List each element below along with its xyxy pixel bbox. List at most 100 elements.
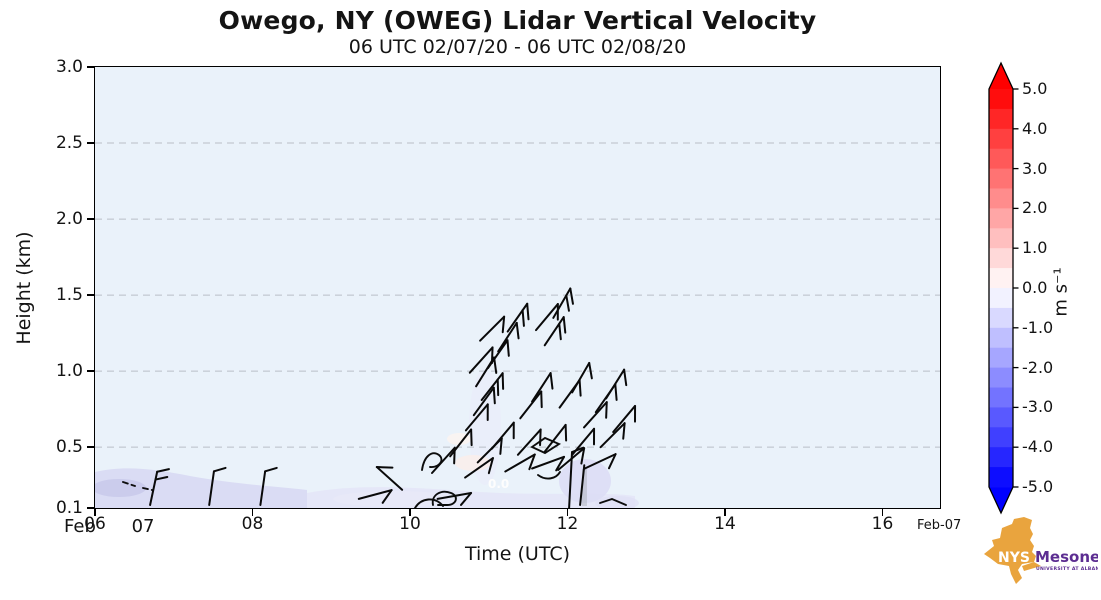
x-tick-mark: [251, 508, 254, 516]
zero-contour-line: [599, 497, 627, 506]
wind-barb: [543, 423, 568, 453]
ny-state-shape: [984, 517, 1036, 584]
colorbar-band: [989, 347, 1013, 369]
y-tick-mark: [87, 66, 95, 68]
zero-contour-line: [142, 487, 153, 491]
wind-barb: [543, 316, 567, 347]
wind-barb: [479, 315, 506, 342]
figure-subtitle: 06 UTC 02/07/20 - 06 UTC 02/08/20: [348, 36, 687, 58]
x-tick-mark: [566, 508, 569, 516]
y-tick-mark: [87, 507, 95, 509]
wind-barb: [506, 302, 530, 333]
velocity-shading-patch: [582, 469, 587, 506]
colorbar-unit-label: m s⁻¹: [1050, 267, 1072, 317]
colorbar-tick-label: -4.0: [1022, 437, 1054, 457]
wind-barb: [583, 401, 608, 429]
x-tick-label: 08: [241, 514, 264, 534]
colorbar-band: [989, 228, 1013, 249]
y-tick-mark: [87, 142, 95, 144]
wind-barb: [552, 287, 574, 319]
colorbar-band: [989, 168, 1013, 189]
wind-barb: [208, 466, 227, 506]
plot-canvas: 0.0: [95, 142, 940, 508]
x-date-label-left: Feb 07: [64, 516, 155, 537]
x-tick-mark: [94, 508, 96, 516]
wind-barb: [487, 339, 510, 370]
colorbar-tick-label: -1.0: [1022, 317, 1054, 337]
x-tick-label: 14: [714, 514, 736, 534]
wind-barb: [259, 466, 278, 506]
colorbar-bottom-arrow: [989, 487, 1013, 513]
colorbar-tick-label: -3.0: [1022, 397, 1054, 417]
colorbar-band: [989, 108, 1013, 130]
wind-barb: [480, 372, 505, 401]
x-date-label-right: Feb-07: [917, 518, 962, 533]
zero-contour-line: [537, 471, 561, 480]
y-tick-label: 0.5: [55, 437, 83, 458]
colorbar-band: [989, 387, 1013, 408]
colorbar-tick-label: 0.0: [1022, 278, 1048, 297]
wind-barb: [531, 372, 554, 403]
wind-barb: [449, 428, 473, 458]
colorbar-band: [989, 208, 1013, 229]
y-tick-label: 0.1: [55, 498, 83, 518]
zero-contour-line: [414, 498, 444, 508]
colorbar-band: [989, 128, 1013, 150]
colorbar-tick-label: 5.0: [1022, 79, 1048, 98]
y-tick-label: 1.5: [55, 285, 83, 306]
wind-barb: [497, 321, 520, 353]
colorbar-band: [989, 427, 1013, 448]
plot-area: 0.0: [94, 66, 941, 509]
colorbar-band: [989, 327, 1013, 349]
x-axis-label: Time (UTC): [464, 543, 571, 565]
long-island-shape: [1022, 562, 1041, 571]
wind-barb: [571, 427, 596, 456]
colorbar-tick-label: 1.0: [1022, 238, 1048, 258]
wind-barb: [149, 468, 170, 506]
colorbar-band: [989, 188, 1013, 209]
wind-barb: [612, 404, 637, 433]
wind-barb: [594, 383, 618, 414]
colorbar-band: [989, 447, 1013, 468]
y-tick-mark: [87, 446, 95, 448]
logo-tagline-text: UNIVERSITY AT ALBANY: [1036, 566, 1098, 572]
y-tick-label: 1.0: [55, 361, 83, 382]
wind-barb: [504, 453, 536, 473]
wind-barb: [568, 446, 585, 508]
velocity-shading-patch: [333, 491, 457, 507]
colorbar-band: [989, 407, 1013, 428]
zero-contour-line: [122, 481, 136, 487]
wind-barb: [605, 368, 628, 400]
wind-barb: [558, 379, 582, 409]
colorbar-tick-label: 4.0: [1022, 118, 1048, 138]
wind-barb: [531, 455, 566, 472]
wind-barb: [571, 361, 593, 394]
x-tick-mark: [724, 508, 726, 516]
wind-barb: [490, 421, 515, 450]
x-tick-label: 16: [871, 514, 894, 534]
wind-barb: [357, 489, 393, 504]
y-tick-label: 3.0: [55, 56, 83, 77]
wind-barb: [436, 491, 473, 506]
x-tick-mark: [881, 508, 884, 516]
wind-barb: [464, 403, 489, 432]
y-tick-label: 2.0: [55, 209, 83, 230]
velocity-shading-patch: [95, 468, 307, 508]
y-tick-label: 2.5: [55, 133, 83, 154]
wind-barb: [583, 453, 617, 470]
logo-nys-text: NYS: [998, 550, 1030, 566]
wind-barb: [599, 422, 626, 449]
x-tick-label: 06: [84, 514, 106, 534]
wind-barb: [579, 464, 586, 506]
colorbar-band: [989, 288, 1013, 309]
colorbar-band: [989, 89, 1013, 110]
wind-barb: [468, 346, 494, 374]
logo-mesonet-text: Mesonet: [1035, 548, 1098, 566]
x-tick-mark: [409, 508, 411, 516]
x-tick-label: 12: [556, 514, 579, 534]
colorbar-tick-label: -2.0: [1022, 357, 1054, 377]
colorbar-tick-label: 3.0: [1022, 158, 1048, 178]
colorbar-band: [989, 148, 1013, 170]
y-tick-mark: [87, 370, 95, 372]
zero-contour-line: [421, 452, 443, 471]
